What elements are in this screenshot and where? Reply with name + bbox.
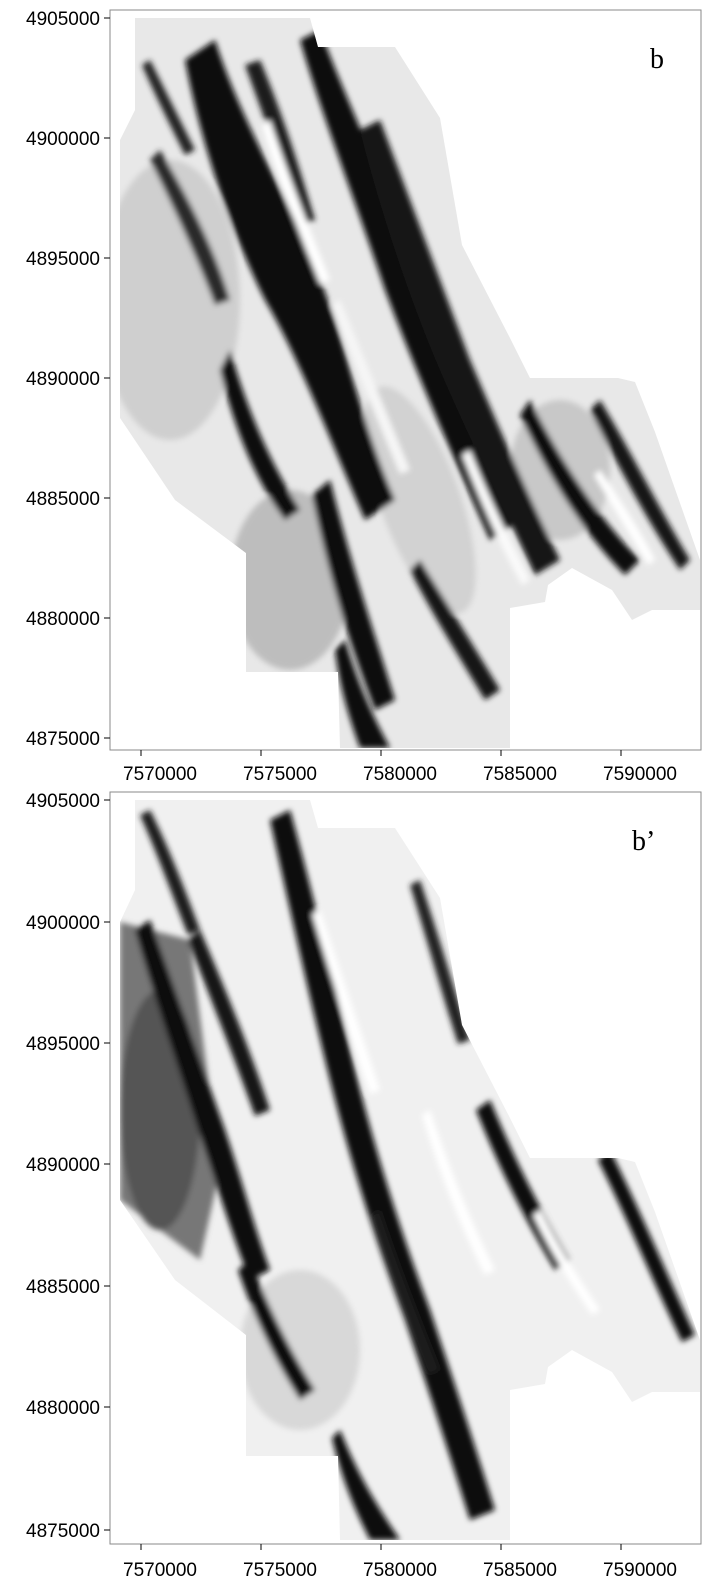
y-tick-label: 4875000 bbox=[26, 729, 100, 750]
plot-frame bbox=[109, 791, 702, 1545]
y-tick-label: 4885000 bbox=[26, 489, 100, 510]
x-tick-label: 7575000 bbox=[243, 1560, 317, 1581]
y-tick-label: 4905000 bbox=[26, 791, 100, 812]
map-canvas-b-prime: b’ 4905000 4900000 4895000 4890000 48850… bbox=[26, 791, 702, 1581]
panel-label: b’ bbox=[632, 826, 655, 857]
map-panel-b: b 4905000 4900000 4895000 4890000 488500… bbox=[0, 0, 710, 790]
y-tick-label: 4880000 bbox=[26, 609, 100, 630]
y-axis: 4905000 4900000 4895000 4890000 4885000 … bbox=[26, 791, 110, 1542]
y-tick-label: 4905000 bbox=[26, 9, 100, 30]
x-axis: 7570000 7575000 7580000 7585000 7590000 bbox=[123, 750, 677, 785]
y-axis: 4905000 4900000 4895000 4890000 4885000 … bbox=[26, 9, 110, 750]
x-tick-label: 7570000 bbox=[123, 1560, 197, 1581]
x-tick-label: 7575000 bbox=[243, 764, 317, 785]
y-tick-label: 4875000 bbox=[26, 1521, 100, 1542]
x-tick-label: 7590000 bbox=[603, 1560, 677, 1581]
x-tick-label: 7585000 bbox=[483, 764, 557, 785]
y-tick-label: 4880000 bbox=[26, 1398, 100, 1419]
map-raster-b bbox=[120, 18, 700, 748]
panel-label: b bbox=[650, 44, 664, 75]
y-tick-label: 4890000 bbox=[26, 1155, 100, 1176]
map-canvas-b: b 4905000 4900000 4895000 4890000 488500… bbox=[26, 9, 702, 785]
x-tick-label: 7590000 bbox=[603, 764, 677, 785]
plot-frame bbox=[109, 9, 702, 751]
x-tick-label: 7570000 bbox=[123, 764, 197, 785]
x-axis: 7570000 7575000 7580000 7585000 7590000 bbox=[123, 1544, 677, 1581]
map-raster-b-prime bbox=[120, 800, 700, 1540]
x-tick-label: 7580000 bbox=[363, 1560, 437, 1581]
x-tick-label: 7585000 bbox=[483, 1560, 557, 1581]
x-tick-label: 7580000 bbox=[363, 764, 437, 785]
map-panel-b-prime: b’ 4905000 4900000 4895000 4890000 48850… bbox=[0, 790, 710, 1587]
y-tick-label: 4885000 bbox=[26, 1277, 100, 1298]
y-tick-label: 4895000 bbox=[26, 249, 100, 270]
y-tick-label: 4900000 bbox=[26, 129, 100, 150]
y-tick-label: 4895000 bbox=[26, 1034, 100, 1055]
y-tick-label: 4890000 bbox=[26, 369, 100, 390]
y-tick-label: 4900000 bbox=[26, 913, 100, 934]
